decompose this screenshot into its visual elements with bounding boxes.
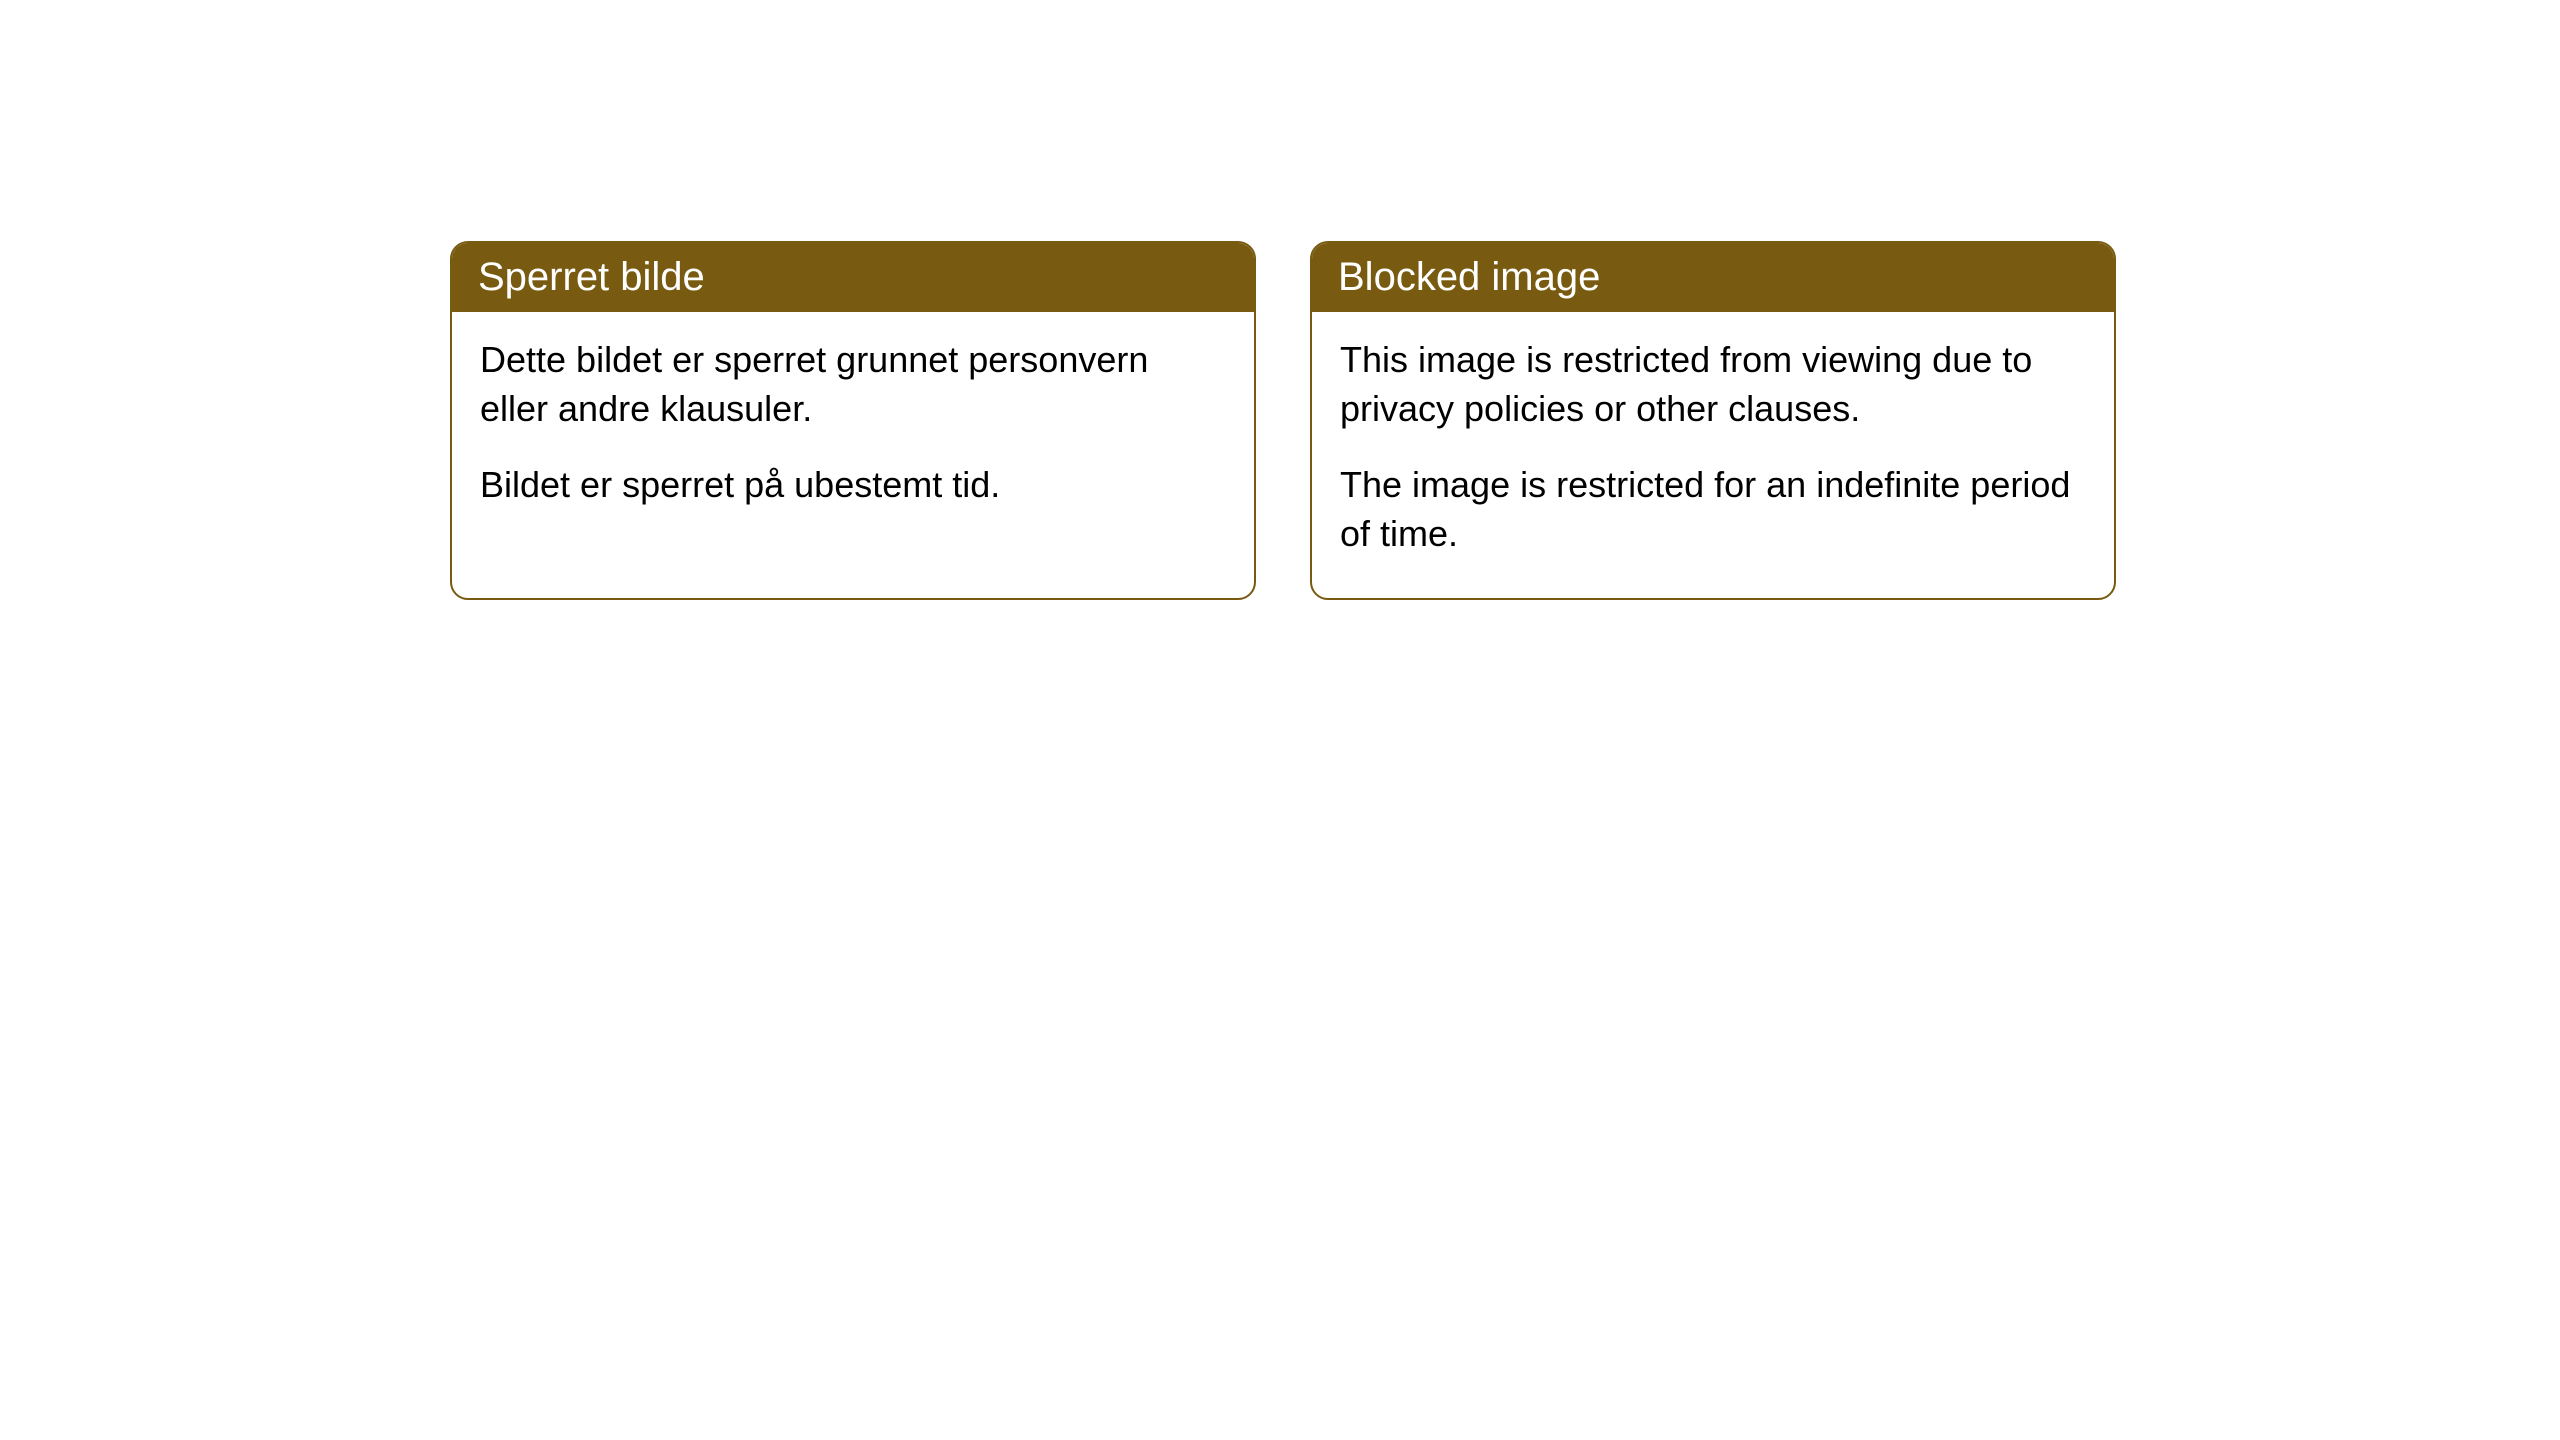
card-title: Blocked image [1338, 255, 1600, 299]
notice-card-norwegian: Sperret bilde Dette bildet er sperret gr… [450, 241, 1256, 600]
card-header: Sperret bilde [452, 243, 1254, 312]
card-body: Dette bildet er sperret grunnet personve… [452, 312, 1254, 550]
card-title: Sperret bilde [478, 255, 705, 299]
card-paragraph: This image is restricted from viewing du… [1340, 336, 2086, 433]
card-body: This image is restricted from viewing du… [1312, 312, 2114, 598]
notice-card-english: Blocked image This image is restricted f… [1310, 241, 2116, 600]
card-header: Blocked image [1312, 243, 2114, 312]
card-paragraph: The image is restricted for an indefinit… [1340, 461, 2086, 558]
card-paragraph: Bildet er sperret på ubestemt tid. [480, 461, 1226, 510]
card-paragraph: Dette bildet er sperret grunnet personve… [480, 336, 1226, 433]
notice-cards-container: Sperret bilde Dette bildet er sperret gr… [450, 241, 2116, 600]
